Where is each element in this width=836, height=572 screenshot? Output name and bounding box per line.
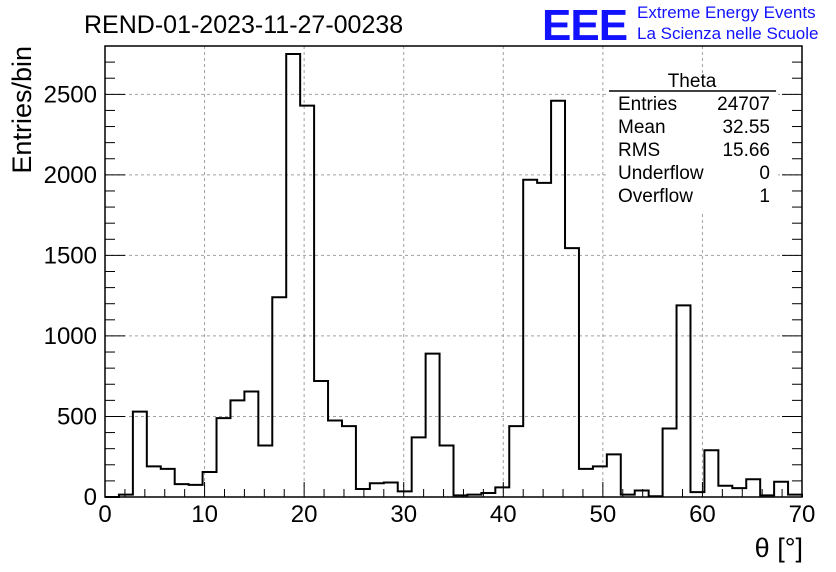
- histogram-bin: [147, 466, 161, 497]
- histogram-bin: [398, 491, 412, 497]
- eee-logo: EEE Extreme Energy Events La Scienza nel…: [542, 1, 818, 50]
- histogram-bin: [677, 305, 691, 497]
- logo-line-1: Extreme Energy Events: [637, 3, 816, 22]
- histogram-bin: [774, 482, 788, 497]
- histogram-bin: [426, 354, 440, 497]
- y-axis-title: Entries/bin: [7, 46, 37, 174]
- stats-value: 24707: [717, 94, 770, 115]
- x-tick-label: 30: [390, 501, 417, 528]
- histogram-bin: [718, 486, 732, 497]
- x-tick-labels: 0 10 20 30 40 50 60 70: [98, 501, 815, 528]
- histogram-bin: [356, 489, 370, 497]
- histogram-bin: [244, 391, 258, 497]
- histogram-bin: [328, 420, 342, 497]
- histogram-outline: [105, 53, 803, 498]
- stats-label: RMS: [618, 140, 660, 161]
- x-axis-title: θ [°]: [755, 533, 803, 563]
- histogram-bin: [635, 491, 649, 497]
- y-tick-label: 0: [84, 484, 97, 511]
- histogram-bin: [133, 412, 147, 497]
- histogram-bin: [370, 483, 384, 497]
- histogram-bin: [384, 483, 398, 497]
- histogram-bin: [704, 450, 718, 497]
- histogram-bin: [537, 183, 551, 497]
- histogram-bin: [551, 101, 565, 497]
- y-tick-label: 2500: [44, 81, 97, 108]
- grid-lines: [105, 46, 802, 497]
- chart-title: REND-01-2023-11-27-00238: [84, 11, 403, 39]
- histogram-bin: [258, 445, 272, 497]
- stats-label: Underflow: [618, 163, 704, 184]
- stats-box: Theta Entries 24707 Mean 32.55 RMS 15.66 Under…: [607, 71, 778, 212]
- histogram-bin: [272, 297, 286, 497]
- y-tick-label: 1500: [44, 242, 97, 269]
- logo-mark: EEE: [542, 1, 627, 50]
- x-tick-label: 70: [789, 501, 816, 528]
- histogram-bin: [663, 429, 677, 497]
- logo-line-2: La Scienza nelle Scuole: [637, 24, 818, 43]
- histogram-bin: [495, 487, 509, 497]
- histogram-bin: [300, 106, 314, 497]
- x-tick-label: 40: [490, 501, 517, 528]
- histogram-bin: [593, 466, 607, 497]
- stats-box-frame: [607, 74, 778, 212]
- histogram-bin: [217, 418, 231, 497]
- stats-value: 0: [759, 163, 770, 184]
- stats-label: Overflow: [618, 186, 693, 207]
- histogram-bin: [607, 454, 621, 497]
- stats-label: Entries: [618, 94, 677, 115]
- histogram-bin: [161, 469, 175, 497]
- x-tick-label: 50: [590, 501, 617, 528]
- histogram-bin: [286, 54, 300, 497]
- axis-ticks: [104, 61, 803, 498]
- y-tick-label: 2000: [44, 162, 97, 189]
- stats-value: 15.66: [722, 140, 770, 161]
- stats-value: 32.55: [722, 117, 770, 138]
- y-tick-labels: 0 500 1000 1500 2000 2500: [44, 81, 97, 511]
- histogram-bin: [342, 426, 356, 497]
- histogram-bin: [732, 488, 746, 497]
- histogram-bin: [412, 437, 426, 497]
- y-tick-label: 1000: [44, 323, 97, 350]
- histogram-bin: [579, 469, 593, 497]
- x-tick-label: 0: [98, 501, 111, 528]
- histogram-bin: [440, 445, 454, 497]
- histogram-bin: [314, 381, 328, 497]
- y-tick-label: 500: [57, 403, 97, 430]
- histogram-bin: [565, 248, 579, 497]
- stats-label: Mean: [618, 117, 666, 138]
- x-tick-label: 20: [291, 501, 318, 528]
- x-tick-label: 10: [191, 501, 218, 528]
- stats-value: 1: [759, 186, 770, 207]
- histogram-bin: [523, 180, 537, 497]
- x-tick-label: 60: [689, 501, 716, 528]
- stats-title: Theta: [668, 71, 717, 92]
- histogram-bin: [746, 479, 760, 497]
- histogram-bin: [509, 426, 523, 497]
- histogram-bin: [230, 400, 244, 497]
- histogram-bin: [175, 484, 189, 497]
- histogram-bin: [189, 485, 203, 497]
